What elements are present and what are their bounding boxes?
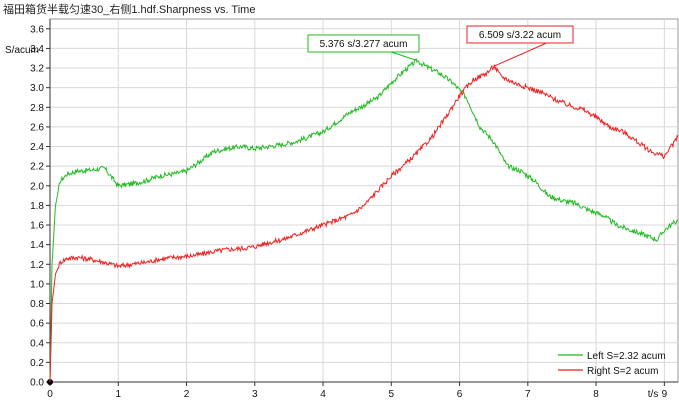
y-tick-label: 0.2 [30,358,44,369]
annotation-box [466,25,574,44]
y-tick-label: 2.6 [30,122,44,133]
x-axis-label: t/s [648,389,659,400]
annotation-box [307,34,420,53]
y-tick-label: 1.0 [30,279,44,290]
annotation-leader [391,51,418,61]
annotation-leader [494,42,547,67]
x-tick-label: 0 [47,389,53,400]
x-tick-label: 7 [525,389,531,400]
y-tick-label: 1.4 [30,240,44,251]
annotation-label: 5.376 s/3.277 acum [320,39,408,50]
y-tick-label: 0.0 [30,378,44,389]
series-line-left [49,57,679,383]
chart-title: 福田箱货半载匀速30_右侧1.hdf.Sharpness vs. Time [3,4,256,16]
x-tick-label: 4 [320,389,326,400]
y-tick-label: 3.0 [30,83,44,94]
y-tick-label: 0.4 [30,338,44,349]
y-tick-label: 0.6 [30,319,44,330]
y-tick-label: 2.8 [30,103,44,114]
y-tick-label: 3.4 [30,44,44,55]
y-tick-label: 2.4 [30,142,44,153]
x-tick-label: 3 [252,389,258,400]
plot-area [49,18,679,383]
y-tick-label: 1.6 [30,221,44,232]
x-tick-label: 1 [115,389,121,400]
x-tick-label: 2 [184,389,190,400]
y-tick-label: 3.6 [30,24,44,35]
y-tick-label: 2.0 [30,181,44,192]
x-tick-label: 5 [389,389,395,400]
legend-entry: Left S=2.32 acum [587,351,666,362]
x-tick-label: 9 [662,389,668,400]
x-tick-label: 6 [457,389,463,400]
x-tick-label: 8 [593,389,599,400]
legend-entry: Right S=2 acum [587,366,658,377]
y-axis-label: S/acum [5,45,39,56]
y-tick-label: 2.2 [30,162,44,173]
y-tick-label: 1.2 [30,260,44,271]
y-tick-label: 3.2 [30,64,44,75]
series-line-right [49,64,679,383]
annotation-label: 6.509 s/3.22 acum [479,30,561,41]
y-tick-label: 1.8 [30,201,44,212]
y-tick-label: 0.8 [30,299,44,310]
